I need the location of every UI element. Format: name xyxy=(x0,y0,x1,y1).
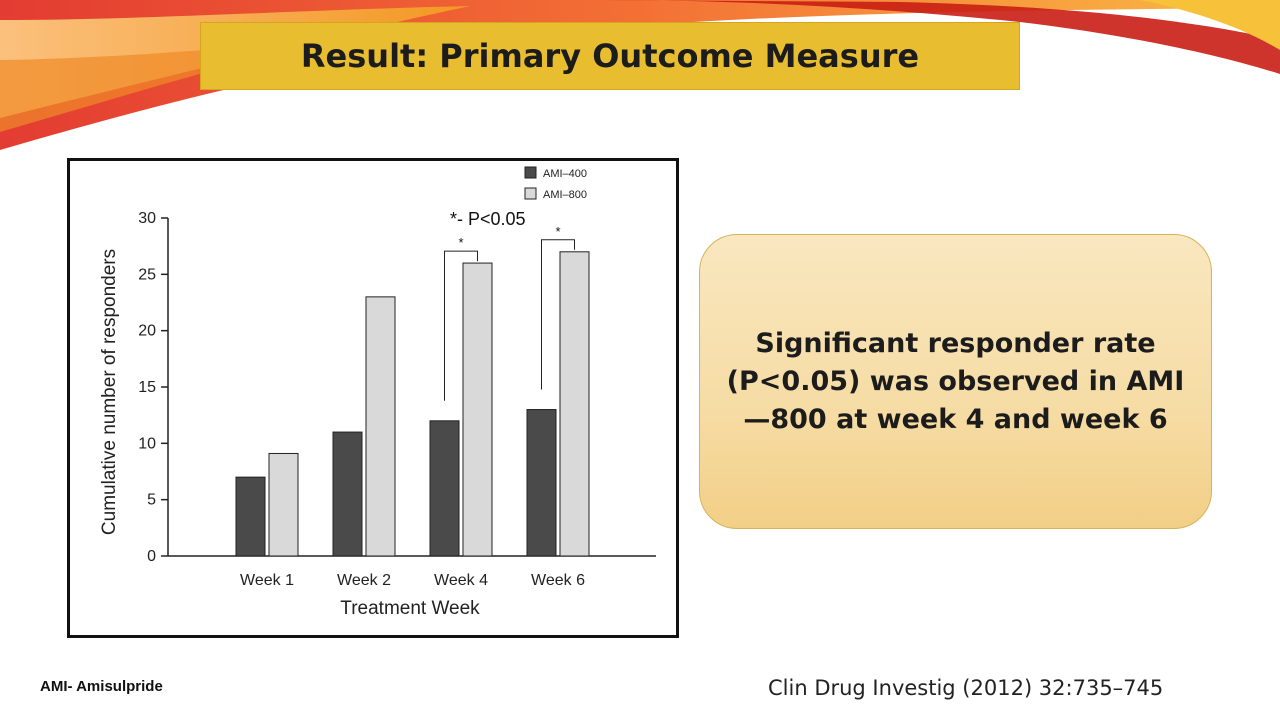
x-tick-label: Week 6 xyxy=(531,572,585,589)
bar-ami400 xyxy=(429,420,460,557)
x-tick-label: Week 1 xyxy=(240,572,294,589)
y-tick-label: 30 xyxy=(138,210,156,227)
citation: Clin Drug Investig (2012) 32:735–745 xyxy=(768,676,1164,700)
y-tick-label: 0 xyxy=(147,548,156,565)
bar-ami400 xyxy=(526,409,557,557)
significance-bracket xyxy=(444,250,478,401)
x-tick-label: Week 4 xyxy=(434,572,488,589)
legend-swatch xyxy=(524,187,537,200)
abbreviation-footnote: AMI- Amisulpride xyxy=(40,678,163,695)
significance-note: *- P<0.05 xyxy=(450,209,526,229)
significance-star: * xyxy=(458,235,463,250)
y-tick-label: 5 xyxy=(147,492,156,509)
y-tick-label: 20 xyxy=(138,323,156,340)
bar-ami800 xyxy=(268,452,299,557)
bar-chart: 0 5 10 15 20 25 30 Week 1 Week 2 Week 4 Week 6 Trea… xyxy=(99,166,656,619)
significance-bracket xyxy=(541,239,575,390)
legend-swatch xyxy=(524,166,537,179)
bar-ami800 xyxy=(559,251,590,557)
y-tick-label: 25 xyxy=(138,266,156,283)
bar-ami400 xyxy=(235,476,266,557)
bar-ami800 xyxy=(365,296,396,557)
legend-label: AMI–800 xyxy=(543,189,587,201)
x-axis-label: Treatment Week xyxy=(340,598,480,619)
y-axis-label: Cumulative number of responders xyxy=(99,249,120,535)
legend-label: AMI–400 xyxy=(543,168,587,180)
y-tick-label: 10 xyxy=(138,435,156,452)
chart-frame: 0 5 10 15 20 25 30 Week 1 Week 2 Week 4 Week 6 Trea… xyxy=(67,158,679,638)
callout-text: Significant responder rate (P<0.05) was … xyxy=(726,327,1185,435)
bar-ami800 xyxy=(462,262,493,557)
slide-title: Result: Primary Outcome Measure xyxy=(300,37,920,75)
x-tick-label: Week 2 xyxy=(337,572,391,589)
significance-star: * xyxy=(555,224,560,239)
y-tick-label: 15 xyxy=(138,379,156,396)
bar-ami400 xyxy=(332,431,363,557)
summary-callout: Significant responder rate (P<0.05) was … xyxy=(699,234,1212,529)
title-banner: Result: Primary Outcome Measure xyxy=(200,22,1020,90)
